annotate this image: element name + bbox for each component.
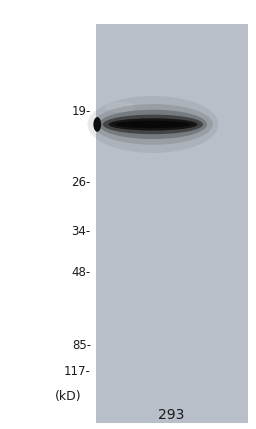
Text: 48-: 48- <box>72 266 91 279</box>
Text: 26-: 26- <box>71 176 91 189</box>
Ellipse shape <box>93 104 213 145</box>
Ellipse shape <box>93 117 101 132</box>
Text: 293: 293 <box>158 408 185 422</box>
Ellipse shape <box>109 118 197 130</box>
Text: 117-: 117- <box>64 365 91 378</box>
Ellipse shape <box>99 110 207 139</box>
Bar <box>96 24 248 423</box>
Ellipse shape <box>116 121 190 128</box>
Text: (kD): (kD) <box>55 390 82 403</box>
Text: 85-: 85- <box>72 339 91 352</box>
Text: 19-: 19- <box>71 105 91 118</box>
Ellipse shape <box>105 102 136 113</box>
Ellipse shape <box>103 115 203 134</box>
Ellipse shape <box>88 96 218 153</box>
Text: 34-: 34- <box>72 225 91 238</box>
